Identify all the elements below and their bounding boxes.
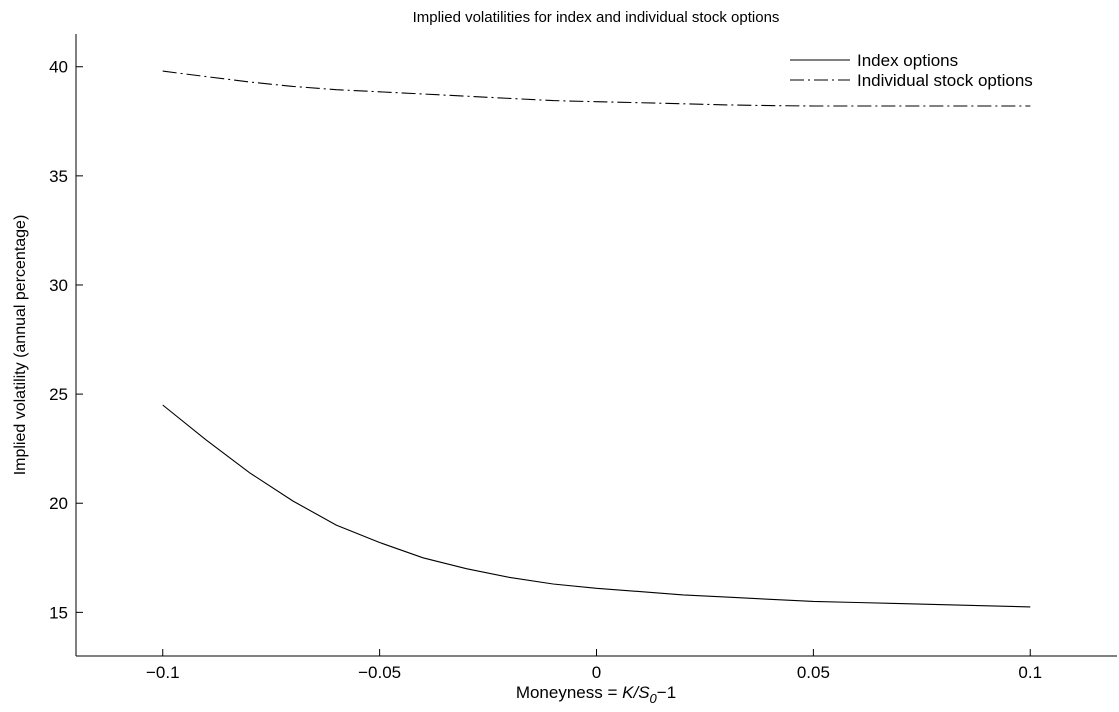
legend-label-1: Index options (857, 51, 958, 70)
x-tick-label: −0.1 (146, 663, 180, 682)
legend-label-2: Individual stock options (857, 71, 1033, 90)
y-tick-label: 35 (49, 167, 68, 186)
x-tick-label: −0.05 (358, 663, 401, 682)
x-axis-label-k: K (622, 683, 634, 702)
y-tick-label: 25 (49, 385, 68, 404)
series-line-2 (162, 70, 1031, 107)
chart-title: Implied volatilities for index and indiv… (413, 9, 780, 26)
x-tick-label: 0 (592, 663, 601, 682)
x-tick-label: 0.05 (797, 663, 830, 682)
y-tick-label: 20 (49, 494, 68, 513)
x-axis-label-s: S (638, 683, 650, 702)
x-axis-label-subscript: 0 (650, 691, 658, 706)
x-ticks: −0.1 −0.05 0 0.05 0.1 (146, 649, 1042, 682)
x-axis-label-suffix: −1 (657, 683, 676, 702)
x-tick-label: 0.1 (1018, 663, 1042, 682)
y-tick-label: 15 (49, 603, 68, 622)
series-layer (162, 70, 1031, 608)
y-tick-label: 40 (49, 58, 68, 77)
plot-area: 15 20 25 30 35 40 −0.1 −0.05 0 0.05 0.1 (49, 34, 1117, 682)
y-axis-label: Implied volatility (annual percentage) (12, 215, 29, 476)
x-axis-label: Moneyness = K/S0−1 (516, 683, 676, 706)
x-axis-label-prefix: Moneyness = (516, 683, 622, 702)
y-ticks: 15 20 25 30 35 40 (49, 58, 83, 622)
y-tick-label: 30 (49, 276, 68, 295)
x-axis-label-slash: / (632, 683, 640, 702)
series-line-1 (162, 404, 1031, 608)
